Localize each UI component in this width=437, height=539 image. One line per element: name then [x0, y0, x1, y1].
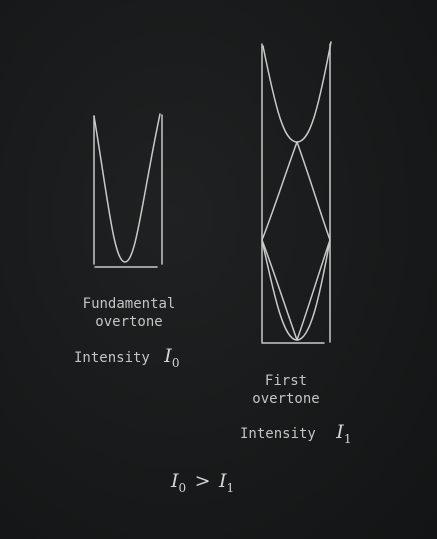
fundamental-intensity-subscript: 0: [171, 355, 180, 370]
first-overtone-intensity: Intensity I1: [240, 423, 351, 448]
relation-left: I0: [171, 470, 187, 495]
first-overtone-intensity-symbol: I1: [336, 421, 352, 446]
first-overtone-title: First overtone: [236, 372, 336, 408]
first-overtone-upper-wave: [262, 41, 332, 143]
fundamental-intensity-symbol: I0: [164, 345, 180, 370]
relation-right-subscript: 1: [226, 480, 235, 495]
fundamental-intensity-letter: I: [164, 345, 172, 367]
fundamental-title-line2: overtone: [95, 314, 163, 330]
fundamental-intensity-label: Intensity: [74, 350, 150, 366]
first-overtone-title-line2: overtone: [252, 391, 320, 407]
fundamental-intensity: Intensity I0: [74, 347, 179, 372]
first-overtone-middle-right: [296, 141, 331, 341]
first-overtone-wave-diagram: [261, 41, 332, 344]
fundamental-title-line1: Fundamental: [82, 296, 176, 312]
first-overtone-intensity-label: Intensity: [240, 426, 316, 442]
fundamental-wave-diagram: [93, 113, 163, 268]
first-overtone-title-line1: First: [264, 373, 308, 389]
fundamental-wave: [93, 113, 161, 263]
first-overtone-intensity-subscript: 1: [343, 431, 352, 446]
relation-left-subscript: 0: [178, 480, 187, 495]
relation-operator: >: [194, 470, 211, 492]
relation-right: I1: [218, 470, 235, 495]
fundamental-title: Fundamental overtone: [68, 295, 190, 331]
first-overtone-intensity-letter: I: [336, 421, 344, 443]
intensity-relation: I0 > I1: [171, 472, 234, 497]
relation-left-letter: I: [171, 470, 179, 492]
relation-right-letter: I: [218, 470, 227, 492]
first-overtone-lower-wave: [261, 239, 331, 341]
